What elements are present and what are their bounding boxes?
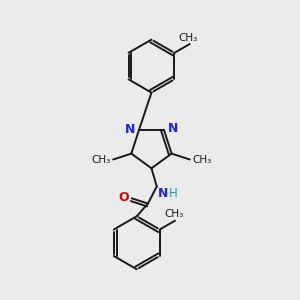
Text: CH₃: CH₃ — [91, 154, 110, 164]
Text: CH₃: CH₃ — [193, 154, 212, 164]
Text: CH₃: CH₃ — [164, 209, 183, 219]
Text: N: N — [125, 123, 136, 136]
Text: N: N — [158, 187, 169, 200]
Text: O: O — [119, 191, 129, 204]
Text: N: N — [167, 122, 178, 135]
Text: CH₃: CH₃ — [178, 32, 198, 43]
Text: H: H — [169, 187, 178, 200]
